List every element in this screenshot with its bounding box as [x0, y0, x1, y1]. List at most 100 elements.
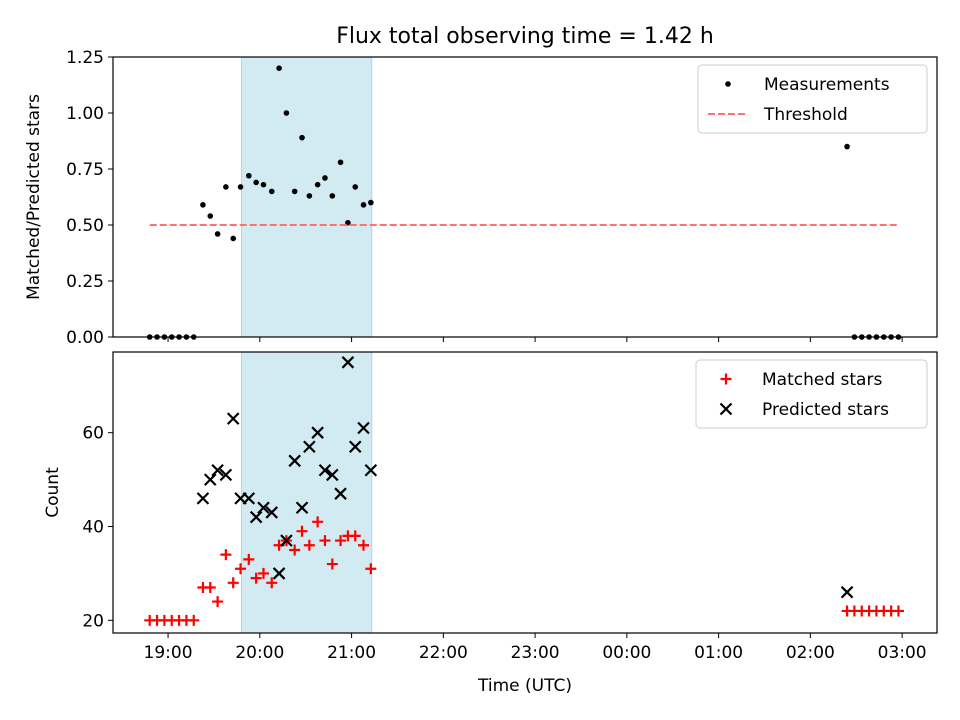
observing-span	[240, 351, 373, 634]
data-point	[280, 534, 293, 547]
data-point	[349, 530, 361, 542]
data-point	[249, 510, 263, 524]
data-point	[368, 199, 374, 206]
y-tick-label: 0.75	[66, 160, 104, 180]
data-point	[188, 614, 200, 626]
legend-marker	[725, 81, 731, 87]
y-tick-label: 0.25	[66, 272, 104, 292]
data-point	[334, 487, 347, 500]
legend-box	[697, 64, 928, 134]
data-point	[227, 577, 239, 589]
data-point	[306, 193, 313, 199]
data-point	[295, 501, 309, 515]
data-point	[266, 577, 278, 589]
data-point	[341, 356, 355, 369]
data-point	[335, 535, 347, 547]
data-point	[322, 175, 328, 181]
observing-span	[240, 56, 373, 338]
data-point	[204, 581, 216, 593]
data-point	[242, 492, 256, 505]
y-axis-label: Count	[43, 467, 63, 518]
x-tick-label: 00:00	[602, 643, 651, 663]
data-point	[360, 202, 367, 208]
data-point	[250, 572, 262, 584]
plot-frame	[112, 351, 938, 634]
data-point	[214, 231, 221, 237]
data-point	[303, 440, 316, 454]
data-point	[211, 463, 224, 477]
panel-1: 0.00 0.25 0.50 0.75 1.00 1.25 Matched/Predicte…	[24, 48, 938, 348]
data-point	[358, 539, 370, 551]
x-tick-label: 19:00	[144, 643, 193, 663]
data-point	[253, 179, 259, 186]
data-point	[200, 202, 206, 208]
data-point	[318, 463, 332, 477]
x-tick-label: 02:00	[786, 643, 835, 663]
legend-label: Matched stars	[762, 370, 882, 390]
data-point	[299, 134, 305, 141]
series-predicted-stars	[196, 356, 854, 599]
y-tick-label: 20	[82, 611, 104, 631]
data-point	[276, 65, 282, 71]
data-point	[312, 516, 324, 528]
x-tick-label: 01:00	[694, 643, 743, 663]
x-tick-label: 23:00	[511, 643, 560, 663]
data-point	[844, 143, 850, 150]
panel-2: 19:00 20:00 21:00 22:00 23:00 00:00 01:00 02:00…	[43, 351, 938, 663]
data-point	[291, 188, 298, 195]
y-tick-label: 40	[82, 518, 104, 538]
data-point	[892, 605, 904, 617]
data-point	[257, 567, 269, 579]
y-tick-label: 1.00	[66, 104, 104, 124]
legend-marker	[719, 402, 733, 416]
data-point	[237, 184, 244, 190]
data-point	[219, 468, 233, 482]
data-point	[260, 181, 267, 188]
data-point	[196, 492, 210, 505]
data-point	[303, 539, 315, 551]
data-point	[348, 440, 362, 454]
legend: Matched stars Predicted stars	[695, 359, 928, 429]
data-point	[246, 172, 252, 179]
data-point	[203, 473, 217, 486]
legend-marker	[720, 373, 732, 385]
data-point	[257, 501, 270, 515]
panels-layer: 0.00 0.25 0.50 0.75 1.00 1.25 Matched/Predicte…	[24, 48, 938, 663]
data-point	[272, 567, 286, 580]
data-point	[220, 549, 232, 561]
data-point	[337, 159, 344, 166]
data-point	[268, 188, 275, 195]
data-point	[329, 193, 336, 199]
data-point	[311, 426, 324, 439]
data-point	[265, 506, 279, 519]
data-point	[243, 553, 255, 565]
chart-title: Flux total observing time = 1.42 h	[336, 24, 714, 49]
data-point	[226, 412, 240, 425]
data-point	[283, 110, 290, 116]
x-tick-label: 20:00	[235, 643, 284, 663]
x-tick-label: 21:00	[327, 643, 376, 663]
x-axis-label: Time (UTC)	[477, 676, 572, 696]
data-point	[326, 468, 339, 482]
legend-label: Threshold	[763, 105, 848, 125]
data-point	[840, 585, 854, 599]
data-point	[319, 535, 331, 547]
legend-box	[695, 359, 928, 429]
data-point	[288, 454, 301, 468]
data-point	[365, 563, 377, 575]
y-tick-label: 0.50	[66, 216, 104, 236]
data-point	[364, 463, 378, 477]
data-point	[314, 181, 321, 188]
data-point	[235, 563, 247, 575]
plot-frame	[112, 56, 938, 338]
legend: Measurements Threshold	[697, 64, 928, 134]
data-point	[289, 544, 301, 556]
data-point	[326, 558, 338, 570]
data-point	[212, 596, 224, 608]
y-tick-label: 1.25	[66, 48, 104, 68]
data-point	[352, 184, 359, 190]
data-point	[207, 213, 214, 219]
legend-label: Measurements	[764, 75, 890, 95]
data-point	[230, 235, 237, 242]
